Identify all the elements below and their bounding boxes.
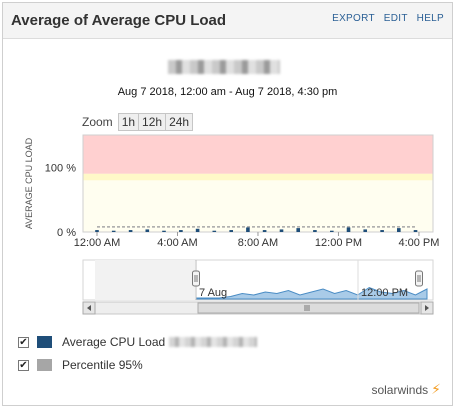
x-tick-label: 12:00 PM — [315, 237, 362, 249]
legend-item-avg-cpu: ✔ Average CPU Load — [18, 334, 258, 350]
bar-avg-cpu — [246, 227, 250, 232]
chart-legend: ✔ Average CPU Load ✔ Percentile 95% — [18, 334, 258, 380]
bar-avg-cpu — [95, 230, 99, 232]
y-axis-label: AVERAGE CPU LOAD — [24, 137, 34, 229]
date-range: Aug 7 2018, 12:00 am - Aug 7 2018, 4:30 … — [117, 86, 338, 98]
bar-avg-cpu — [111, 230, 116, 232]
flame-icon: ⚡ — [431, 381, 441, 397]
zoom-24h-button[interactable]: 24h — [165, 112, 194, 131]
bar-avg-cpu — [397, 228, 401, 232]
bar-avg-cpu — [279, 229, 284, 232]
redacted-node-name — [168, 60, 280, 74]
bar-avg-cpu — [195, 228, 200, 232]
x-tick-label: 12:00 AM — [74, 237, 120, 249]
y-tick-label: 100 % — [45, 162, 76, 174]
x-tick-label: 8:00 AM — [238, 237, 278, 249]
bar-avg-cpu — [346, 227, 351, 232]
help-link[interactable]: HELP — [416, 13, 444, 24]
bar-avg-cpu — [380, 230, 384, 232]
zoom-12h-button[interactable]: 12h — [138, 112, 167, 131]
edit-link[interactable]: EDIT — [383, 13, 408, 24]
bar-avg-cpu — [128, 230, 133, 232]
navigator-right-handle[interactable] — [415, 270, 423, 287]
zoom-label: Zoom — [82, 114, 113, 129]
bar-avg-cpu — [145, 229, 150, 232]
navigator-left-handle[interactable] — [192, 270, 200, 287]
legend-swatch-avg-cpu — [37, 336, 52, 348]
solarwinds-logo: solarwinds ⚡ — [371, 381, 441, 398]
brand-text: solarwinds — [371, 382, 429, 397]
redacted-legend-suffix — [169, 337, 258, 347]
bar-avg-cpu — [162, 230, 166, 232]
navigator-outside-range — [95, 260, 195, 300]
bar-avg-cpu — [179, 230, 183, 232]
legend-checkbox-percentile[interactable]: ✔ — [18, 359, 29, 371]
legend-swatch-percentile — [37, 359, 52, 371]
export-link[interactable]: EXPORT — [332, 13, 375, 24]
x-tick-label: 4:00 PM — [398, 237, 439, 249]
bar-avg-cpu — [413, 230, 418, 232]
threshold-band-warning — [83, 173, 433, 181]
navigator-area — [195, 286, 428, 300]
navigator-label: 7 Aug — [199, 287, 227, 299]
bar-avg-cpu — [262, 230, 267, 232]
bar-avg-cpu — [229, 230, 234, 232]
panel-title: Average of Average CPU Load — [11, 12, 227, 29]
bar-avg-cpu — [296, 228, 301, 232]
threshold-band-critical — [83, 135, 433, 174]
x-tick-label: 4:00 AM — [157, 237, 197, 249]
arrow-right-icon — [425, 305, 429, 311]
y-tick-label: 0 % — [57, 227, 76, 239]
legend-item-percentile: ✔ Percentile 95% — [18, 357, 257, 373]
panel-header: Average of Average CPU Load EXPORT EDIT … — [3, 3, 452, 39]
navigator-label: 12:00 PM — [361, 287, 408, 299]
zoom-control: Zoom 1h 12h 24h — [82, 112, 194, 131]
bar-avg-cpu — [212, 230, 217, 232]
bar-avg-cpu — [330, 230, 334, 232]
legend-checkbox-avg-cpu[interactable]: ✔ — [18, 336, 29, 348]
arrow-left-icon — [87, 305, 91, 311]
panel-actions: EXPORT EDIT HELP — [326, 13, 444, 24]
bar-avg-cpu — [313, 230, 317, 232]
legend-label-avg-cpu: Average CPU Load — [62, 335, 166, 349]
bar-avg-cpu — [363, 229, 368, 232]
legend-label-percentile: Percentile 95% — [62, 358, 143, 372]
